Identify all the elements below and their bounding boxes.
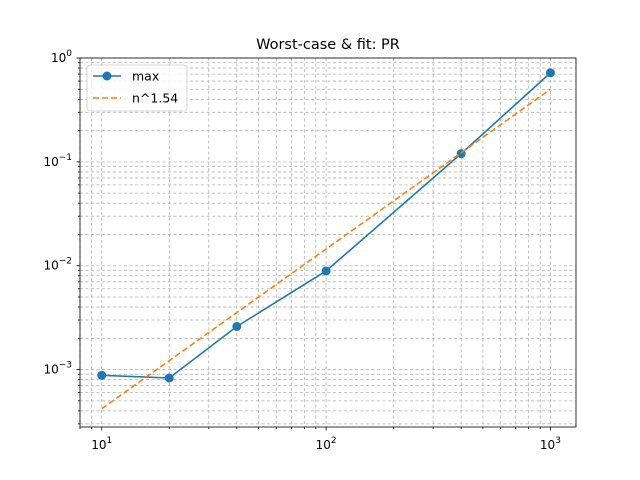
axis-ticks: 101 102 103 10−3 10−2 10−1 100	[43, 49, 561, 452]
y-tick-label: 10−1	[43, 153, 72, 169]
x-tick-label: 101	[91, 436, 112, 452]
chart-title: Worst-case & fit: PR	[256, 37, 400, 53]
data-point	[545, 68, 555, 78]
data-point	[321, 266, 331, 276]
legend-label: max	[132, 69, 159, 84]
series-line-fit	[101, 88, 551, 410]
y-tick-label: 10−3	[43, 361, 72, 377]
data-point	[232, 321, 242, 331]
data-point	[164, 373, 174, 383]
plot-series	[97, 68, 555, 410]
y-tick-label: 10−2	[43, 257, 72, 273]
series-line-max	[101, 72, 551, 379]
grid	[79, 57, 576, 427]
legend-swatch-marker	[102, 71, 112, 81]
axes-frame	[79, 57, 577, 428]
x-tick-label: 102	[316, 436, 337, 452]
y-tick-label: 100	[51, 49, 72, 65]
legend-label: n^1.54	[132, 91, 178, 106]
legend: max n^1.54	[86, 64, 188, 112]
x-tick-label: 103	[540, 436, 561, 452]
data-point	[97, 370, 107, 380]
